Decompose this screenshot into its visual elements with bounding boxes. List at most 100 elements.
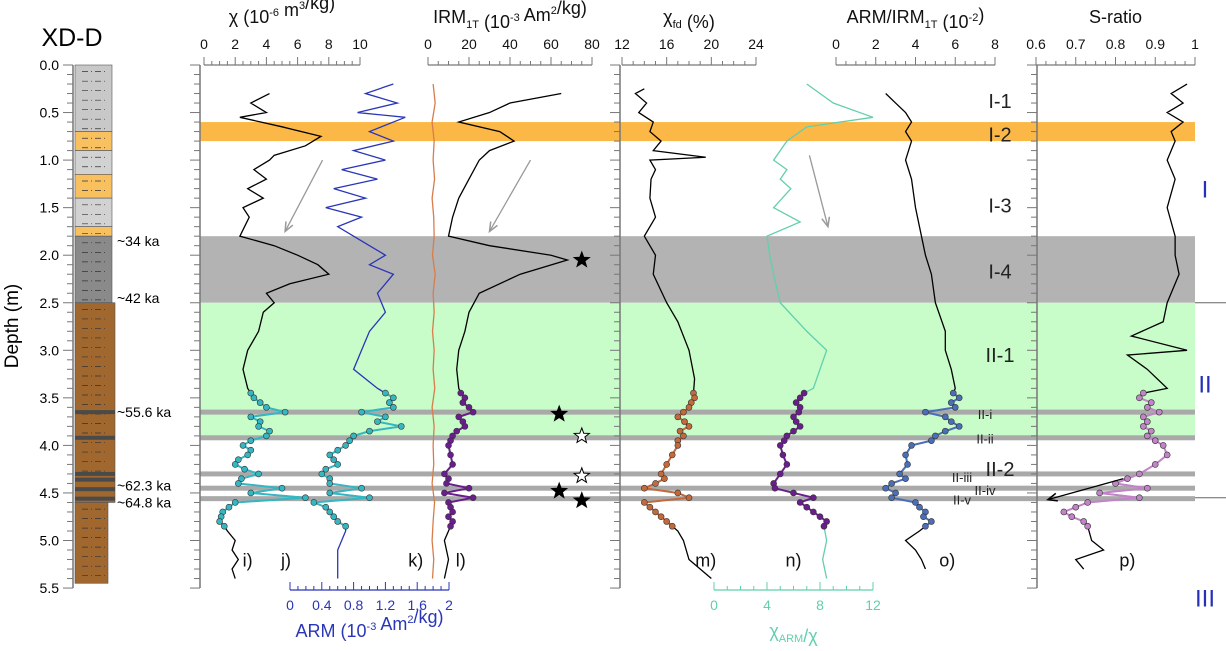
panel-letter: i) — [243, 551, 253, 571]
chifd-axis-title: χfd (%) — [663, 7, 715, 32]
lithology-layer — [74, 174, 113, 199]
data-point-p — [1163, 451, 1171, 459]
dark-layer — [75, 410, 115, 415]
axis-title-part: -2 — [969, 12, 979, 24]
irm-tick-label: 20 — [461, 36, 477, 52]
lithology-layer — [74, 150, 113, 175]
open-star-icon — [572, 466, 591, 484]
data-point-j — [326, 480, 334, 487]
data-point-i — [220, 522, 228, 530]
data-point-o — [888, 494, 895, 502]
data-point-j — [390, 394, 397, 402]
data-point-p — [1144, 418, 1151, 425]
data-point-j — [366, 494, 373, 502]
age-label: ~34 ka — [117, 233, 160, 249]
chiarm-tick-label: 4 — [763, 597, 771, 613]
data-point-i — [263, 404, 270, 411]
armirm-tick-label: 2 — [872, 36, 880, 52]
data-point-l — [441, 489, 448, 497]
data-point-j — [350, 432, 357, 440]
annotations: I-1 I-2 I-3 I-4 II-1 II-i II-ii II-2 II-iiiII-iv… — [243, 91, 1215, 612]
axis-title-part: 1T — [466, 19, 479, 31]
axis-title-part: ARM/IRM — [847, 7, 925, 27]
data-point-o — [951, 404, 959, 411]
data-point-j — [386, 399, 393, 406]
data-point-m — [646, 503, 654, 511]
data-point-i — [302, 494, 309, 502]
data-point-p — [1155, 408, 1163, 416]
panel-letter: o) — [939, 551, 955, 571]
axis-title-part: /χ — [803, 626, 818, 646]
dark-layer — [75, 477, 115, 482]
filled-star-icon — [572, 491, 591, 509]
data-point-i — [250, 394, 258, 402]
data-point-j — [397, 423, 405, 430]
depth-tick-label: 0.0 — [40, 57, 60, 73]
panel-letter: m) — [695, 551, 716, 571]
data-point-j — [374, 418, 381, 425]
data-point-i — [238, 475, 245, 482]
data-point-m — [663, 461, 670, 468]
chi-tick-label: 4 — [263, 36, 271, 52]
data-point-n — [790, 489, 797, 497]
data-point-m — [663, 518, 670, 525]
sratio-tick-label: 0.8 — [1106, 36, 1126, 52]
chiarm-axis-title: χARM/χ — [769, 621, 818, 646]
data-point-p — [1159, 442, 1167, 449]
lithology-layer — [74, 226, 113, 237]
depth-tick-label: 5.5 — [40, 580, 60, 596]
depth-tick-label: 0.5 — [40, 105, 60, 121]
data-point-i — [263, 432, 270, 440]
arm-tick-label: 0.8 — [344, 597, 364, 613]
arrow-head-icon — [1046, 492, 1058, 502]
data-point-i — [256, 399, 264, 406]
data-point-o — [932, 432, 939, 440]
filled-star-icon — [572, 250, 591, 268]
data-point-l — [459, 399, 467, 406]
data-point-n — [776, 442, 784, 449]
dark-layer — [75, 435, 115, 440]
marker-horizon-line — [200, 409, 1195, 415]
data-point-o — [904, 461, 911, 468]
subzone-label: II-iii — [952, 470, 972, 485]
data-point-n — [816, 513, 824, 521]
data-point-n — [810, 494, 817, 502]
subzone-label: II-1 — [986, 345, 1015, 367]
data-point-i — [281, 408, 289, 416]
data-point-i — [239, 442, 247, 449]
depth-tick-label: 3.0 — [40, 342, 60, 358]
data-point-m — [680, 408, 687, 416]
data-point-j — [382, 413, 389, 421]
data-point-n — [820, 522, 828, 530]
open-star-icon — [572, 426, 591, 444]
data-point-m — [657, 513, 665, 521]
data-point-o — [892, 489, 899, 497]
data-point-o — [947, 418, 955, 425]
axis-title-part: IRM — [433, 7, 466, 27]
data-point-n — [796, 394, 804, 402]
lithology-layer — [74, 235, 113, 304]
axis-title-part: /kg) — [305, 0, 335, 13]
chifd-tick-label: 20 — [704, 36, 720, 52]
data-point-j — [366, 427, 373, 435]
data-point-j — [334, 446, 342, 454]
arm-tick-label: 0.4 — [312, 597, 332, 613]
axes: 0.00.51.01.52.02.53.03.54.04.55.05.50 2 4 6… — [40, 0, 1200, 646]
chifd-tick-label: 24 — [748, 36, 764, 52]
data-point-o — [942, 427, 949, 435]
data-point-n — [810, 508, 817, 516]
panel-letter: p) — [1119, 551, 1135, 571]
data-point-j — [326, 489, 334, 497]
axis-title-part: 1T — [925, 19, 938, 31]
data-point-l — [449, 508, 456, 516]
data-point-p — [1151, 461, 1159, 468]
section-title: XD-D — [41, 24, 102, 52]
zone-label: I — [1202, 177, 1209, 204]
data-point-l — [455, 413, 463, 421]
data-point-j — [318, 470, 326, 478]
data-point-i — [231, 499, 239, 506]
data-point-j — [334, 461, 342, 468]
axis-title-part: S-ratio — [1089, 7, 1142, 27]
data-series — [216, 83, 1188, 580]
data-point-n — [776, 470, 784, 478]
